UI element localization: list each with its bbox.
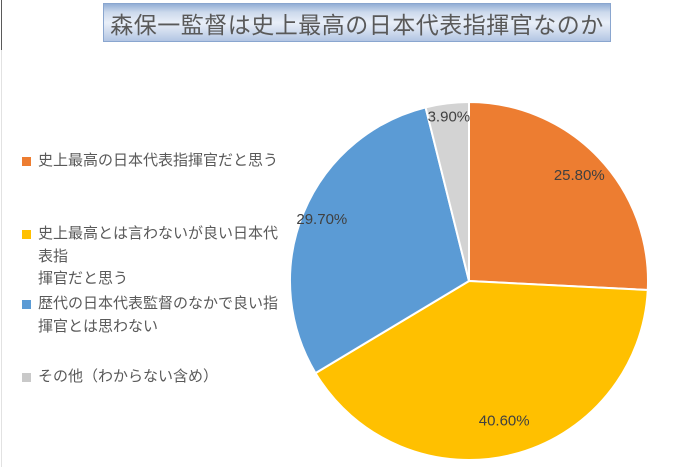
legend-marker-icon (22, 373, 31, 382)
chart-title-box: 森保一監督は史上最高の日本代表指揮官なのか (103, 3, 611, 42)
legend-label: 歴代の日本代表監督のなかで良い指 揮官とは思わない (38, 295, 279, 335)
pie-slice-0 (468, 101, 649, 291)
pie-legend: 史上最高の日本代表指揮官だと思う史上最高とは言わないが良い日本代 表指 揮官だと… (0, 0, 290, 467)
legend-item-0: 史上最高の日本代表指揮官だと思う (22, 150, 278, 173)
legend-label: 史上最高とは言わないが良い日本代 表指 揮官だと思う (38, 225, 279, 287)
legend-label: その他（わからない含め） (38, 368, 219, 385)
left-edge-line-light (1, 50, 2, 467)
pie-slice-label-1: 40.60% (479, 413, 530, 430)
legend-label: 史上最高の日本代表指揮官だと思う (38, 152, 279, 169)
legend-marker-icon (22, 300, 31, 309)
left-edge-line-dark (1, 0, 2, 50)
pie-slice-label-3: 3.90% (428, 109, 471, 126)
pie-slice-2 (289, 106, 470, 375)
pie-slice-1 (314, 280, 649, 461)
legend-item-2: 歴代の日本代表監督のなかで良い指 揮官とは思わない (22, 293, 278, 338)
pie-slice-3 (424, 101, 470, 282)
legend-item-3: その他（わからない含め） (22, 366, 218, 389)
pie-slice-label-0: 25.80% (554, 167, 605, 184)
chart-title: 森保一監督は史上最高の日本代表指揮官なのか (110, 11, 604, 38)
legend-marker-icon (22, 230, 31, 239)
legend-item-1: 史上最高とは言わないが良い日本代 表指 揮官だと思う (22, 223, 278, 291)
pie-slice-label-2: 29.70% (296, 211, 347, 228)
legend-marker-icon (22, 157, 31, 166)
